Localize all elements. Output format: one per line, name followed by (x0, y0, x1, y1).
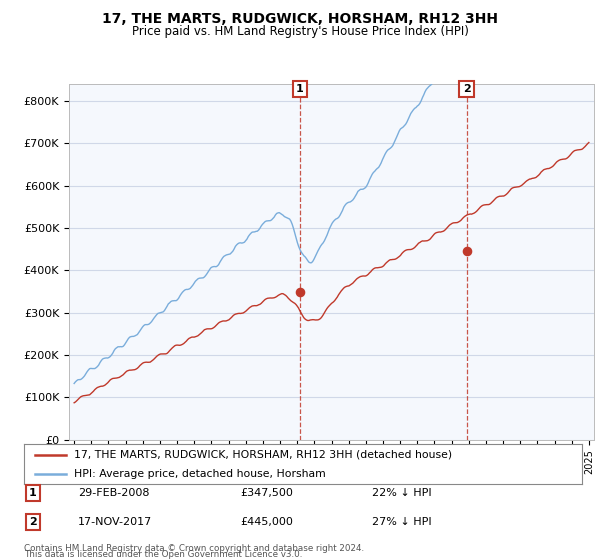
Point (295, 288, 305, 297)
Text: 29-FEB-2008: 29-FEB-2008 (78, 488, 149, 498)
Text: £445,000: £445,000 (240, 517, 293, 527)
Text: 1: 1 (29, 488, 37, 498)
Text: HPI: Average price, detached house, Horsham: HPI: Average price, detached house, Hors… (74, 469, 326, 478)
Text: £347,500: £347,500 (240, 488, 293, 498)
Text: Price paid vs. HM Land Registry's House Price Index (HPI): Price paid vs. HM Land Registry's House … (131, 25, 469, 38)
Text: This data is licensed under the Open Government Licence v3.0.: This data is licensed under the Open Gov… (24, 550, 302, 559)
Text: Contains HM Land Registry data © Crown copyright and database right 2024.: Contains HM Land Registry data © Crown c… (24, 544, 364, 553)
Text: 17, THE MARTS, RUDGWICK, HORSHAM, RH12 3HH: 17, THE MARTS, RUDGWICK, HORSHAM, RH12 3… (102, 12, 498, 26)
Point (462, 247, 472, 256)
Text: 2: 2 (463, 84, 470, 94)
Text: 22% ↓ HPI: 22% ↓ HPI (372, 488, 431, 498)
Text: 2: 2 (29, 517, 37, 527)
Text: 1: 1 (296, 84, 304, 94)
Text: 17, THE MARTS, RUDGWICK, HORSHAM, RH12 3HH (detached house): 17, THE MARTS, RUDGWICK, HORSHAM, RH12 3… (74, 450, 452, 460)
Text: 27% ↓ HPI: 27% ↓ HPI (372, 517, 431, 527)
Text: 17-NOV-2017: 17-NOV-2017 (78, 517, 152, 527)
